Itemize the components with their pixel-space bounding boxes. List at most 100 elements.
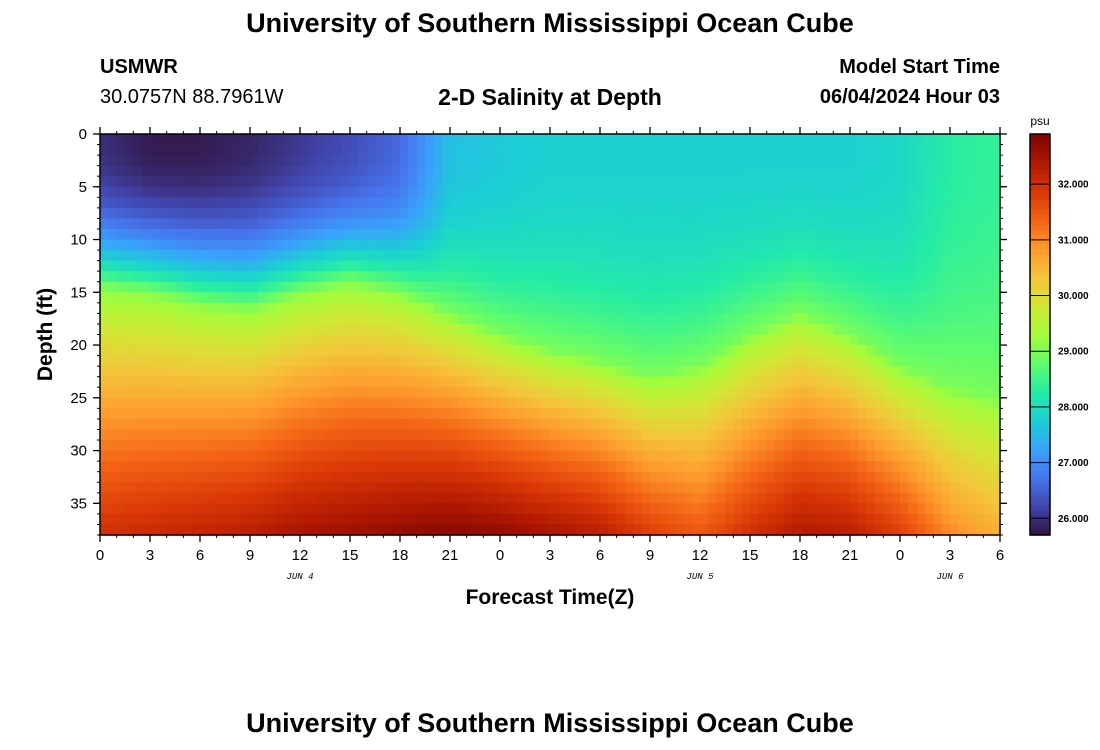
heatmap-cell bbox=[575, 397, 584, 409]
heatmap-cell bbox=[475, 271, 484, 283]
heatmap-cell bbox=[133, 207, 143, 220]
heatmap-cell bbox=[783, 165, 793, 177]
heatmap-cell bbox=[750, 313, 759, 325]
heatmap-cell bbox=[841, 503, 851, 515]
heatmap-cell bbox=[375, 134, 384, 146]
heatmap-cell bbox=[516, 228, 526, 241]
heatmap-cell bbox=[133, 418, 143, 431]
heatmap-cell bbox=[816, 176, 826, 188]
heatmap-cell bbox=[975, 313, 984, 325]
heatmap-cell bbox=[916, 408, 926, 420]
heatmap-cell bbox=[691, 323, 701, 336]
heatmap-cell bbox=[941, 292, 951, 304]
heatmap-cell bbox=[858, 345, 868, 357]
heatmap-cell bbox=[766, 260, 776, 272]
heatmap-cell bbox=[583, 376, 593, 388]
heatmap-cell bbox=[558, 355, 568, 367]
heatmap-cell bbox=[500, 292, 509, 304]
heatmap-cell bbox=[750, 492, 759, 504]
heatmap-cell bbox=[433, 376, 443, 388]
heatmap-cell bbox=[108, 482, 118, 494]
heatmap-cell bbox=[108, 292, 118, 304]
heatmap-cell bbox=[450, 345, 459, 357]
heatmap-cell bbox=[291, 186, 301, 198]
heatmap-cell bbox=[475, 376, 484, 388]
heatmap-cell bbox=[708, 260, 718, 272]
heatmap-cell bbox=[616, 450, 626, 462]
heatmap-cell bbox=[600, 176, 609, 188]
heatmap-cell bbox=[616, 134, 626, 146]
heatmap-cell bbox=[250, 197, 259, 209]
heatmap-cell bbox=[566, 250, 576, 262]
heatmap-cell bbox=[916, 228, 926, 241]
heatmap-cell bbox=[916, 334, 926, 346]
heatmap-cell bbox=[783, 144, 793, 156]
heatmap-cell bbox=[916, 165, 926, 177]
heatmap-cell bbox=[875, 260, 884, 272]
heatmap-cell bbox=[158, 302, 168, 314]
heatmap-cell bbox=[750, 176, 759, 188]
y-tick-label: 25 bbox=[70, 390, 87, 407]
heatmap-cell bbox=[516, 440, 526, 452]
heatmap-cell bbox=[900, 155, 909, 167]
heatmap-cell bbox=[666, 281, 676, 293]
heatmap-cell bbox=[675, 397, 684, 409]
heatmap-cell bbox=[966, 418, 976, 431]
heatmap-cell bbox=[433, 471, 443, 483]
heatmap-cell bbox=[500, 397, 509, 409]
heatmap-cell bbox=[516, 302, 526, 314]
heatmap-cell bbox=[966, 228, 976, 241]
heatmap-cell bbox=[200, 503, 209, 515]
heatmap-cell bbox=[958, 408, 968, 420]
heatmap-cell bbox=[466, 239, 476, 251]
heatmap-cell bbox=[950, 408, 959, 420]
heatmap-cell bbox=[258, 397, 268, 409]
heatmap-cell bbox=[591, 397, 601, 409]
heatmap-cell bbox=[850, 524, 859, 536]
heatmap-cell bbox=[975, 345, 984, 357]
heatmap-cell bbox=[441, 134, 451, 146]
heatmap-cell bbox=[100, 260, 109, 272]
heatmap-cell bbox=[233, 292, 243, 304]
heatmap-cell bbox=[458, 387, 468, 399]
heatmap-cell bbox=[583, 355, 593, 367]
colorbar-band bbox=[1030, 359, 1050, 366]
heatmap-cell bbox=[950, 313, 959, 325]
heatmap-cell bbox=[900, 408, 909, 420]
heatmap-cell bbox=[758, 482, 768, 494]
heatmap-cell bbox=[183, 218, 193, 230]
heatmap-cell bbox=[175, 450, 184, 462]
heatmap-cell bbox=[566, 355, 576, 367]
heatmap-cell bbox=[483, 461, 493, 473]
heatmap-cell bbox=[483, 366, 493, 378]
heatmap-cell bbox=[350, 524, 359, 536]
heatmap-cell bbox=[658, 292, 668, 304]
heatmap-cell bbox=[258, 524, 268, 536]
heatmap-cell bbox=[558, 345, 568, 357]
heatmap-cell bbox=[508, 165, 518, 177]
heatmap-cell bbox=[325, 397, 334, 409]
heatmap-cell bbox=[908, 239, 918, 251]
heatmap-cell bbox=[375, 207, 384, 220]
colorbar-band bbox=[1030, 274, 1050, 280]
heatmap-cell bbox=[366, 239, 376, 251]
heatmap-cell bbox=[308, 440, 318, 452]
heatmap-cell bbox=[233, 165, 243, 177]
heatmap-cell bbox=[358, 228, 368, 241]
heatmap-cell bbox=[750, 345, 759, 357]
heatmap-cell bbox=[258, 176, 268, 188]
heatmap-cell bbox=[391, 165, 401, 177]
heatmap-cell bbox=[316, 450, 326, 462]
heatmap-cell bbox=[616, 397, 626, 409]
heatmap-cell bbox=[791, 355, 801, 367]
heatmap-cell bbox=[275, 155, 284, 167]
heatmap-cell bbox=[141, 366, 151, 378]
heatmap-cell bbox=[883, 186, 893, 198]
colorbar-band bbox=[1030, 154, 1050, 160]
heatmap-cell bbox=[883, 482, 893, 494]
heatmap-cell bbox=[291, 176, 301, 188]
heatmap-cell bbox=[625, 176, 634, 188]
heatmap-cell bbox=[641, 440, 651, 452]
heatmap-cell bbox=[275, 440, 284, 452]
heatmap-cell bbox=[158, 334, 168, 346]
